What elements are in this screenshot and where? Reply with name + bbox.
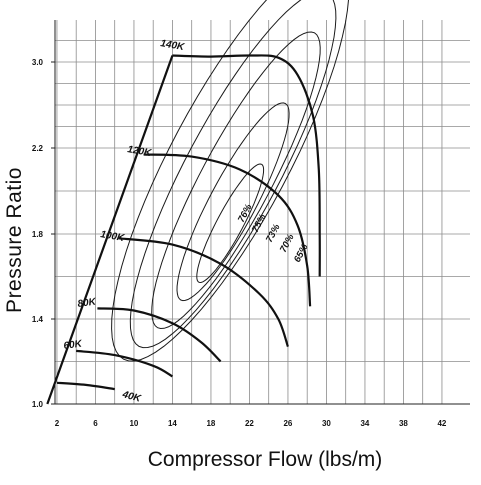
x-tick-label: 22 xyxy=(245,419,254,428)
speed-line xyxy=(97,307,222,363)
y-tick-label: 1.8 xyxy=(32,230,44,239)
y-tick-label: 3.0 xyxy=(32,58,44,67)
speed-line-label: 80K xyxy=(77,296,97,310)
y-tick-label: 1.0 xyxy=(32,400,44,409)
speed-line xyxy=(143,153,312,307)
plot-background xyxy=(55,20,470,404)
speed-line xyxy=(56,381,115,391)
x-tick-label: 30 xyxy=(322,419,331,428)
efficiency-islands xyxy=(111,0,349,362)
speed-line-label: 120K xyxy=(126,144,152,159)
x-tick-label: 2 xyxy=(55,419,60,428)
x-tick-label: 26 xyxy=(283,419,292,428)
y-axis-title: Pressure Ratio xyxy=(3,167,26,313)
surge-line xyxy=(46,55,174,405)
x-tick-label: 14 xyxy=(168,419,177,428)
speed-lines xyxy=(46,54,321,405)
efficiency-island xyxy=(129,0,337,349)
x-tick-label: 6 xyxy=(93,419,98,428)
x-tick-label: 10 xyxy=(129,419,138,428)
x-tick-label: 38 xyxy=(399,419,408,428)
x-tick-label: 18 xyxy=(206,419,215,428)
efficiency-island xyxy=(111,0,349,362)
efficiency-island xyxy=(176,102,290,302)
y-tick-label: 1.4 xyxy=(32,315,44,324)
efficiency-island xyxy=(151,31,321,330)
x-axis-title: Compressor Flow (lbs/m) xyxy=(148,448,383,471)
speed-line xyxy=(118,237,289,347)
speed-line-label: 40K xyxy=(120,389,142,405)
x-tick-label: 42 xyxy=(437,419,446,428)
x-tick-label: 34 xyxy=(360,419,369,428)
tick-labels: 2 6 10 14 18 22 26 30 34 38 421.01.41.82.23.0 xyxy=(32,58,447,428)
efficiency-island xyxy=(196,163,265,284)
speed-line xyxy=(172,54,321,277)
y-tick-label: 2.2 xyxy=(32,144,44,153)
speed-line-label: 60K xyxy=(63,338,83,352)
speed-line-label: 140K xyxy=(159,38,185,53)
plot-frame xyxy=(54,20,470,405)
speed-line-label: 100K xyxy=(99,229,125,244)
speed-line xyxy=(76,349,173,378)
